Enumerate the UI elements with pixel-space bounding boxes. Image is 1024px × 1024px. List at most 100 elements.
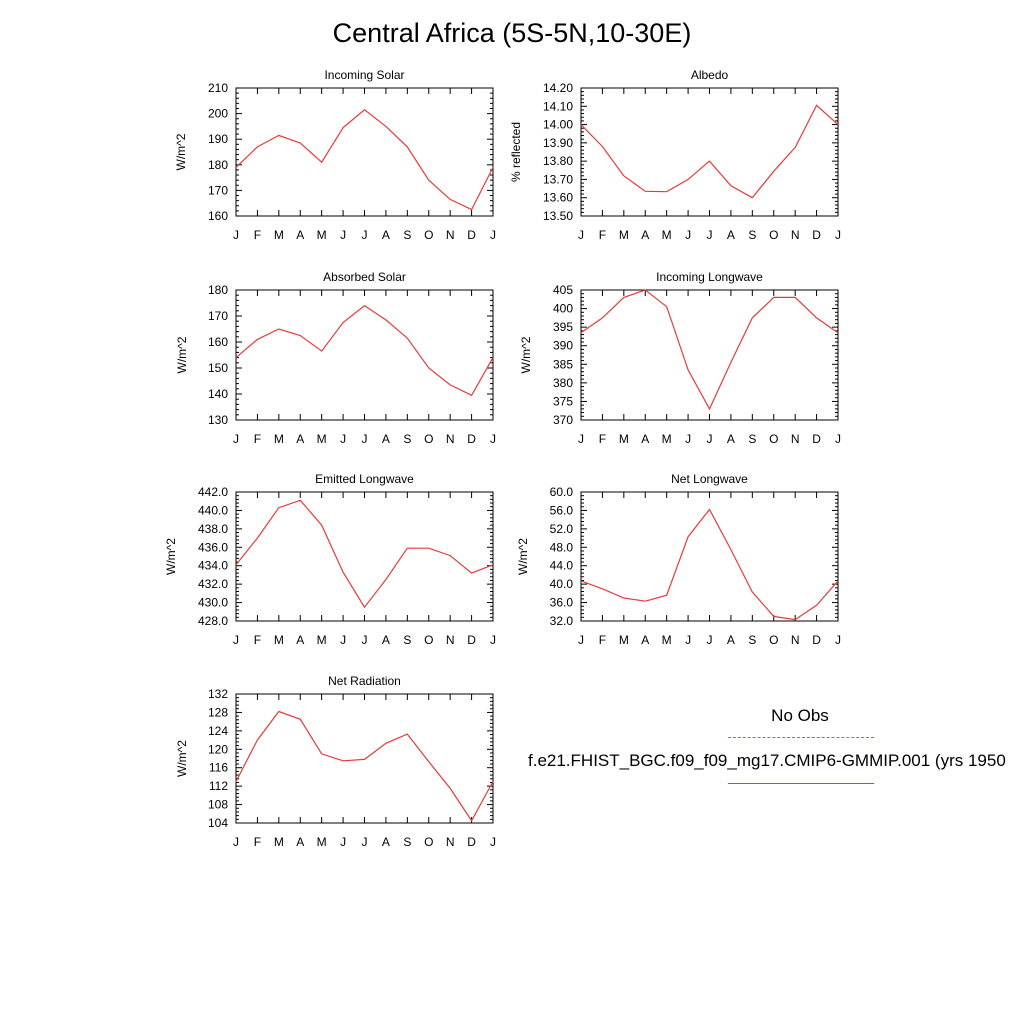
- series-line: [235, 499, 494, 609]
- y-tick-label: 60.0: [550, 485, 574, 499]
- y-tick-label: 190: [208, 132, 228, 146]
- plot-frame: [235, 491, 494, 622]
- y-tick-label: 14.20: [543, 81, 573, 95]
- y-tick-label: 116: [209, 761, 228, 775]
- x-tick-label: O: [769, 432, 778, 446]
- x-tick-label: J: [233, 633, 239, 647]
- x-tick-label: D: [812, 633, 821, 647]
- x-tick-label: M: [317, 432, 327, 446]
- y-tick-label: 13.80: [543, 154, 573, 168]
- y-tick-label: 56.0: [550, 503, 574, 517]
- page-title: Central Africa (5S-5N,10-30E): [332, 18, 692, 48]
- x-tick-label: M: [274, 228, 284, 242]
- x-tick-label: J: [685, 228, 691, 242]
- x-tick-label: S: [403, 835, 411, 849]
- y-tick-label: 132: [208, 687, 228, 701]
- x-tick-label: M: [619, 432, 629, 446]
- x-tick-label: N: [791, 633, 800, 647]
- x-tick-label: J: [685, 633, 691, 647]
- y-tick-label: 385: [553, 357, 573, 371]
- plot-frame: [580, 289, 839, 421]
- y-tick-label: 170: [208, 183, 228, 197]
- x-tick-label: J: [707, 432, 713, 446]
- y-tick-label: 112: [209, 779, 228, 793]
- x-tick-label: D: [467, 432, 476, 446]
- y-tick-label: 160: [208, 335, 228, 349]
- legend-model-line: [728, 783, 874, 784]
- plot-frame: [235, 289, 494, 421]
- x-tick-label: J: [835, 432, 841, 446]
- y-tick-label: 395: [553, 320, 573, 334]
- x-tick-label: J: [340, 432, 346, 446]
- series-line: [235, 304, 494, 397]
- y-tick-label: 200: [208, 107, 228, 121]
- series-line: [580, 508, 839, 621]
- x-tick-label: N: [446, 633, 455, 647]
- plot-frame: [235, 87, 494, 217]
- x-tick-label: J: [835, 633, 841, 647]
- x-tick-label: D: [812, 228, 821, 242]
- y-tick-label: 124: [208, 724, 228, 738]
- y-tick-label: 13.90: [543, 136, 573, 150]
- x-tick-label: M: [317, 633, 327, 647]
- y-tick-label: 52.0: [550, 522, 574, 536]
- x-tick-label: A: [296, 835, 304, 849]
- x-tick-label: M: [274, 633, 284, 647]
- y-tick-label: 170: [208, 309, 228, 323]
- x-tick-label: M: [274, 432, 284, 446]
- x-tick-label: J: [362, 432, 368, 446]
- x-tick-label: A: [296, 228, 304, 242]
- x-tick-label: A: [382, 432, 390, 446]
- y-tick-label: 48.0: [550, 540, 574, 554]
- y-axis-label: W/m^2: [164, 538, 178, 575]
- y-axis-label: W/m^2: [516, 538, 530, 575]
- x-tick-label: J: [362, 228, 368, 242]
- x-tick-label: A: [641, 432, 649, 446]
- x-tick-label: M: [274, 835, 284, 849]
- y-tick-label: 108: [208, 798, 228, 812]
- plot-frame: [235, 693, 494, 824]
- x-tick-label: A: [296, 432, 304, 446]
- x-tick-label: J: [685, 432, 691, 446]
- x-tick-label: J: [340, 633, 346, 647]
- chart-panel: Net Radiation W/m^2 104 108 112 116 120 124 128 1…: [175, 674, 496, 849]
- x-tick-label: A: [641, 633, 649, 647]
- x-tick-label: N: [791, 228, 800, 242]
- y-axis-label: W/m^2: [519, 336, 533, 373]
- chart-title: Net Longwave: [671, 472, 748, 486]
- y-tick-label: 160: [208, 209, 228, 223]
- plot-frame: [580, 491, 839, 622]
- x-tick-label: F: [599, 228, 606, 242]
- legend-obs-label: No Obs: [771, 706, 829, 725]
- x-tick-label: J: [233, 228, 239, 242]
- y-tick-label: 428.0: [198, 614, 228, 628]
- x-tick-label: S: [748, 633, 756, 647]
- x-tick-label: A: [641, 228, 649, 242]
- y-tick-label: 375: [553, 394, 573, 408]
- y-tick-label: 390: [553, 339, 573, 353]
- y-tick-label: 432.0: [198, 577, 228, 591]
- y-tick-label: 36.0: [550, 596, 574, 610]
- y-tick-label: 13.60: [543, 191, 573, 205]
- x-tick-label: M: [662, 633, 672, 647]
- x-tick-label: F: [599, 432, 606, 446]
- x-tick-label: N: [446, 835, 455, 849]
- y-tick-label: 130: [208, 413, 228, 427]
- y-tick-label: 44.0: [550, 559, 574, 573]
- x-tick-label: J: [835, 228, 841, 242]
- x-tick-label: A: [727, 633, 735, 647]
- y-tick-label: 210: [208, 81, 228, 95]
- y-tick-label: 13.70: [543, 172, 573, 186]
- x-tick-label: D: [467, 633, 476, 647]
- plot-frame: [580, 87, 839, 217]
- chart-title: Albedo: [691, 68, 729, 82]
- x-tick-label: J: [578, 432, 584, 446]
- x-tick-label: D: [467, 228, 476, 242]
- legend-model-label: f.e21.FHIST_BGC.f09_f09_mg17.CMIP6-GMMIP…: [528, 751, 1006, 770]
- x-tick-label: O: [424, 633, 433, 647]
- x-tick-label: N: [791, 432, 800, 446]
- y-tick-label: 400: [553, 302, 573, 316]
- legend-obs-line: [728, 737, 874, 738]
- x-tick-label: F: [254, 432, 261, 446]
